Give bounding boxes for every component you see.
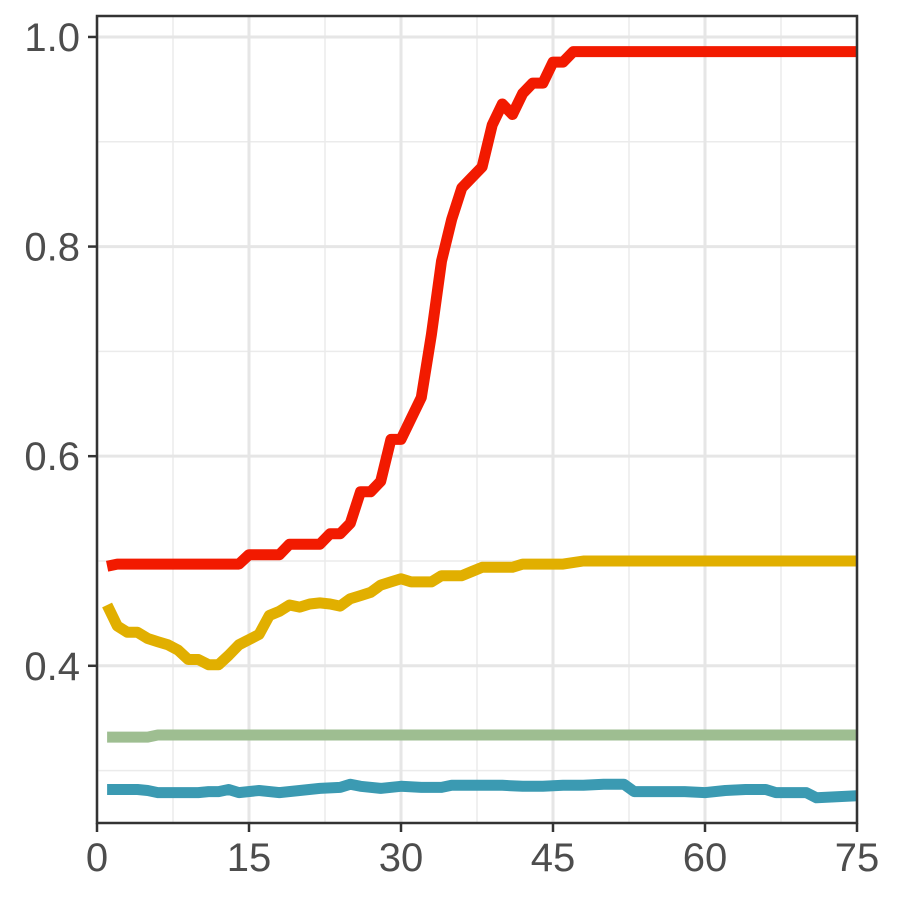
panel-border xyxy=(95,14,859,825)
series-line-1 xyxy=(105,46,857,572)
x-tick-label: 45 xyxy=(531,836,576,880)
x-tick-label: 75 xyxy=(835,836,880,880)
x-tick-label: 0 xyxy=(86,836,108,880)
x-tick-label: 60 xyxy=(683,836,728,880)
axes: 0 15 30 45 60 75 0.4 0.6 0.8 1.0 xyxy=(24,16,879,880)
y-tick-label: 0.6 xyxy=(24,435,80,479)
series-line-2 xyxy=(102,555,857,671)
x-tick-label: 30 xyxy=(379,836,424,880)
series-group xyxy=(102,46,858,804)
series-line-4 xyxy=(107,778,858,804)
y-tick-label: 0.8 xyxy=(24,226,80,270)
y-tick-label: 0.4 xyxy=(24,645,80,689)
series-line-3 xyxy=(107,729,857,743)
plot-frame xyxy=(95,14,859,825)
y-tick-label: 1.0 xyxy=(24,16,80,60)
x-tick-label: 15 xyxy=(227,836,272,880)
